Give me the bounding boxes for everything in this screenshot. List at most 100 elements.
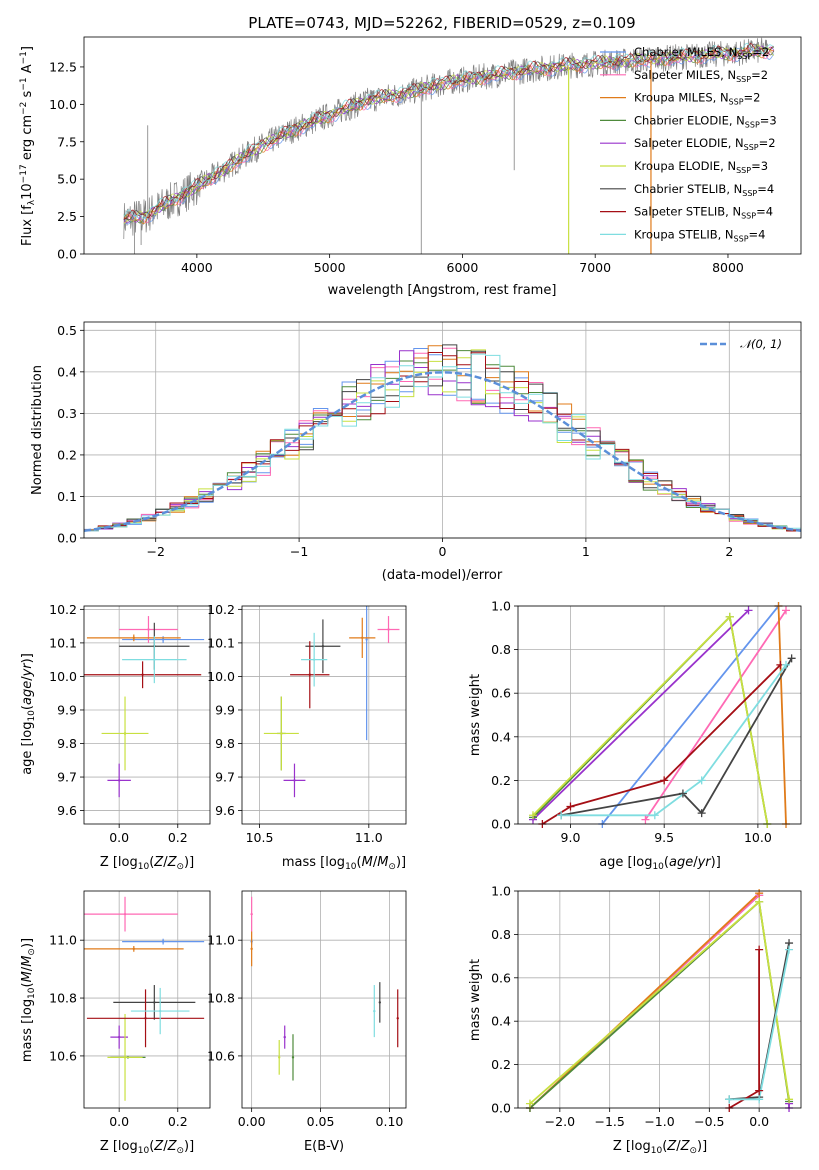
age-mass-ytick-label: 10.0	[207, 669, 235, 684]
age-mass-ytick-label: 9.6	[215, 803, 235, 818]
age-z-xtick-label: 0.0	[109, 830, 129, 845]
mw-z-marker-salpeter_stelib	[755, 945, 764, 954]
mass-z-ytick-label: 10.6	[49, 1048, 77, 1063]
age-mass-point-chabrier_miles	[365, 638, 368, 641]
spectrum-ytick-label: 0.0	[57, 247, 77, 262]
mass-ebv-ytick-label: 10.8	[207, 991, 235, 1006]
mw-age-marker-kroupa_elodie	[725, 612, 734, 621]
mw-z-xtick-label: −0.5	[694, 1114, 724, 1129]
mass-ebv-point-chabrier_stelib	[378, 1001, 382, 1004]
age-vs-metallicity-panel: 0.0 0.2 9.6 9.7 9.8 9.9 10.0 10.1 10.2 Z [log10(…	[20, 602, 211, 872]
spectrum-xtick-label: 5000	[314, 260, 346, 275]
mass-z-ytick-label: 11.0	[49, 933, 77, 948]
spectrum-legend: Chabrier MILES, NSSP=2 Salpeter MILES, NS…	[600, 45, 777, 243]
mass-ebv-point-salpeter_elodie	[283, 1035, 286, 1039]
mw-age-line-salpeter_miles	[644, 609, 787, 821]
legend-label-salpeter_miles: Salpeter MILES, NSSP=2	[634, 68, 768, 84]
spectrum-panel: PLATE=0743, MJD=52262, FIBERID=0529, z=0…	[19, 14, 802, 298]
spectrum-ytick-label: 12.5	[49, 59, 77, 74]
mw-z-xtick-label: 0.0	[749, 1114, 769, 1129]
age-mass-point-kroupa_miles	[361, 636, 364, 640]
mw-z-marker-kroupa_elodie	[785, 1095, 794, 1104]
mass-ebv-point-kroupa_stelib	[373, 1009, 376, 1013]
age-z-xlabel: Z [log10(Z/Z⊙)]	[100, 855, 194, 872]
age-z-ytick-label: 10.0	[49, 669, 77, 684]
mw-z-ytick-label: 0.2	[491, 1057, 511, 1072]
mass-z-ytick-label: 10.8	[49, 991, 77, 1006]
residual-ytick-label: 0.2	[57, 447, 77, 462]
age-z-point-kroupa_stelib	[153, 658, 156, 661]
age-mass-point-salpeter_stelib	[308, 673, 311, 676]
spectrum-xlabel: wavelength [Angstrom, rest frame]	[328, 283, 557, 298]
mw-age-marker-salpeter_miles	[641, 815, 650, 824]
model-spectrum-salpeter_miles	[123, 47, 775, 224]
legend-label-chabrier_elodie: Chabrier ELODIE, NSSP=3	[634, 113, 777, 129]
mw-age-line-chabrier_miles	[601, 606, 780, 824]
legend-label-salpeter_elodie: Salpeter ELODIE, NSSP=2	[634, 136, 776, 152]
residual-ytick-label: 0.3	[57, 406, 77, 421]
age-mass-xtick-label: 11.0	[355, 830, 383, 845]
mw-age-marker-chabrier_stelib	[678, 789, 687, 798]
mw-age-marker-salpeter_elodie	[744, 606, 753, 615]
mw-z-xtick-label: −1.5	[594, 1114, 624, 1129]
spectrum-ytick-label: 2.5	[57, 209, 77, 224]
spectrum-ylabel: Flux [fλ10−17 erg cm−2 s−1 A−1]	[19, 46, 37, 246]
age-z-ytick-label: 10.2	[49, 602, 77, 617]
mw-age-xtick-label: 9.5	[654, 830, 674, 845]
mass-z-point-kroupa_stelib	[158, 1009, 162, 1013]
mw-age-marker-chabrier_stelib	[787, 654, 796, 663]
mw-age-ytick-label: 0.2	[491, 773, 511, 788]
age-mass-xlabel: mass [log10(M/M⊙)]	[282, 855, 406, 872]
mw-z-ytick-label: 0.8	[491, 927, 511, 942]
model-spectrum-chabrier_stelib	[123, 43, 775, 221]
mw-z-ytick-label: 0.0	[491, 1101, 511, 1116]
residual-xtick-label: 1	[582, 544, 590, 559]
mw-age-ytick-label: 0.8	[491, 642, 511, 657]
spectrum-xtick-label: 6000	[447, 260, 479, 275]
model-spectrum-salpeter_elodie	[123, 45, 775, 224]
residual-ylabel: Normed distribution	[30, 365, 45, 495]
model-spectrum-salpeter_stelib	[123, 43, 774, 219]
normal-curve	[84, 371, 801, 532]
mw-z-ytick-label: 1.0	[491, 884, 511, 899]
residual-xtick-label: 0	[439, 544, 447, 559]
mw-z-marker-kroupa_stelib	[785, 945, 794, 954]
mw-z-marker-kroupa_elodie	[525, 1099, 534, 1108]
residual-xtick-label: −1	[290, 544, 308, 559]
spectrum-ytick-label: 10.0	[49, 97, 77, 112]
mw-age-xlabel: age [log10(age/yr)]	[599, 855, 721, 872]
mw-age-marker-chabrier_stelib	[697, 809, 706, 818]
massweight-vs-metallicity-panel: −2.0 −1.5 −1.0 −0.5 0.0 0.0 0.2 0.4 0.6 0.8 1.0 Z …	[468, 884, 802, 1156]
age-z-point-salpeter_stelib	[141, 673, 144, 676]
mass-z-point-chabrier_miles	[161, 940, 165, 943]
mw-age-marker-kroupa_stelib	[697, 776, 706, 785]
legend-label-chabrier_stelib: Chabrier STELIB, NSSP=4	[634, 182, 774, 198]
mw-z-ytick-label: 0.4	[491, 1014, 511, 1029]
mw-age-xtick-label: 10.0	[744, 830, 772, 845]
age-z-point-kroupa_elodie	[123, 732, 127, 735]
mw-age-ylabel: mass weight	[468, 674, 483, 756]
mass-ebv-ytick-label: 10.6	[207, 1048, 235, 1063]
age-z-ylabel: age [log10(age/yr)]	[20, 653, 37, 775]
mw-age-ytick-label: 0.6	[491, 686, 511, 701]
mass-ebv-point-kroupa_miles	[250, 947, 253, 951]
massweight-vs-age-panel: 9.0 9.5 10.0 0.0 0.2 0.4 0.6 0.8 1.0 age [log10(…	[468, 599, 802, 872]
model-spectrum-kroupa_stelib	[123, 42, 774, 220]
age-z-point-salpeter_miles	[147, 628, 150, 631]
mass-ebv-point-kroupa_elodie	[278, 1056, 281, 1059]
mw-age-line-salpeter_stelib	[541, 664, 782, 824]
spectrum-xtick-label: 7000	[579, 260, 611, 275]
age-vs-mass-panel: 10.5 11.0 9.6 9.7 9.8 9.9 10.0 10.1 10.2 mass [l…	[207, 602, 407, 872]
age-mass-ytick-label: 9.9	[215, 702, 235, 717]
age-z-xtick-label: 0.2	[168, 830, 188, 845]
residual-legend: 𝒩(0, 1)	[700, 337, 782, 351]
mw-z-marker-kroupa_elodie	[755, 897, 764, 906]
spectrum-xtick-label: 4000	[181, 260, 213, 275]
age-z-ytick-label: 9.8	[57, 736, 77, 751]
mass-z-point-kroupa_miles	[132, 947, 136, 951]
mass-z-ylabel: mass [log10(M/M⊙)]	[20, 938, 37, 1062]
age-mass-ytick-label: 9.8	[215, 736, 235, 751]
mass-z-point-salpeter_miles	[123, 912, 127, 916]
spectrum-title: PLATE=0743, MJD=52262, FIBERID=0529, z=0…	[248, 14, 635, 32]
